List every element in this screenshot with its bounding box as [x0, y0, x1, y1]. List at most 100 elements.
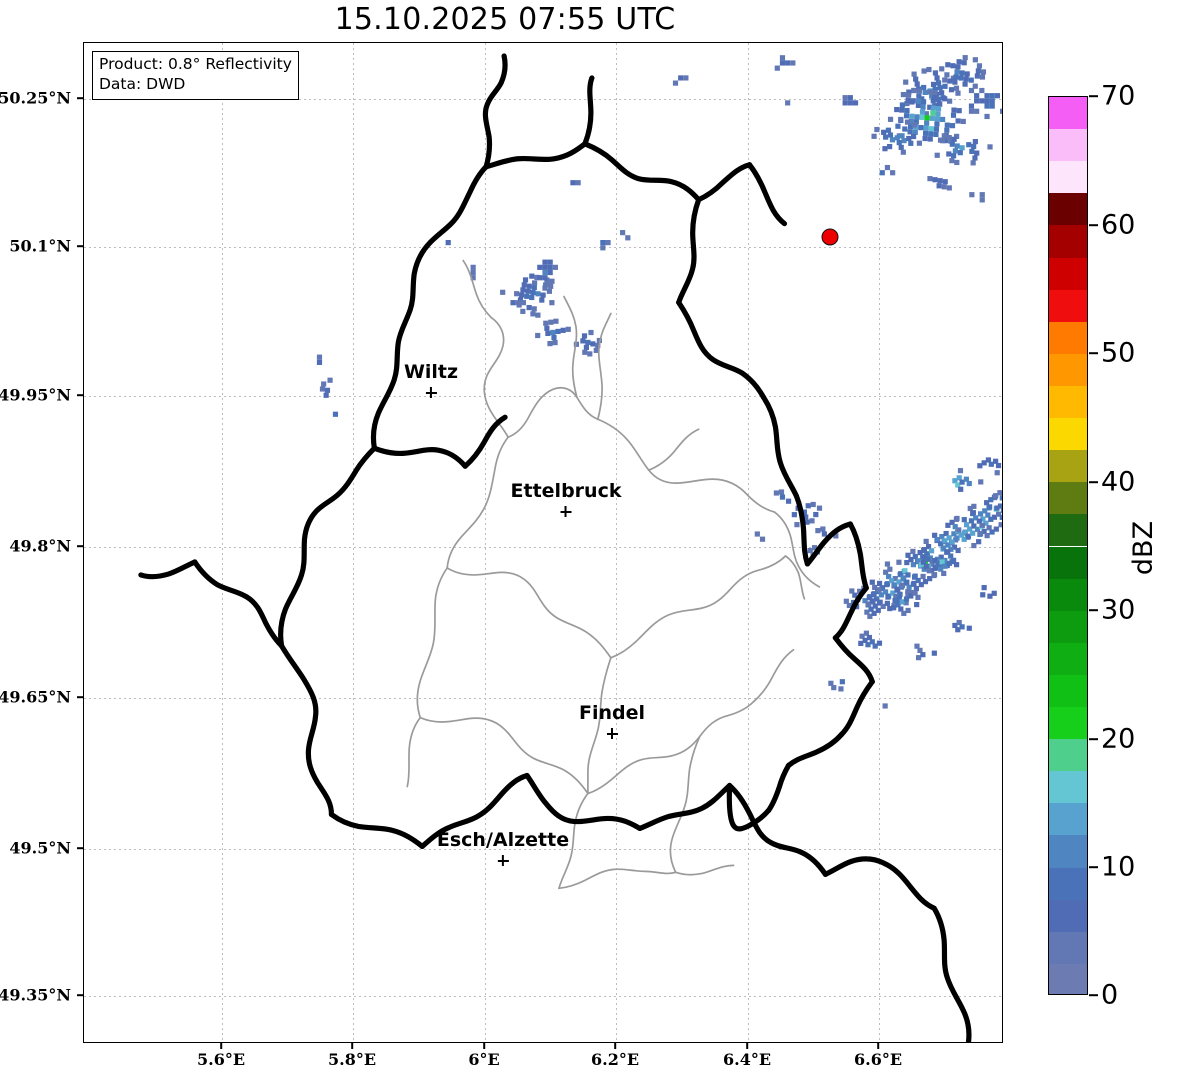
colorbar-band [1049, 546, 1087, 579]
city-cross-marker-icon [497, 855, 509, 866]
colorbar-band [1049, 899, 1087, 932]
data-source-line: Data: DWD [99, 74, 186, 93]
gridline-latitude [84, 547, 1002, 548]
x-axis-tick-label: 6°E [468, 1050, 500, 1069]
colorbar-tick-label: 0 [1101, 979, 1119, 1011]
city-cross-marker-icon [425, 387, 437, 398]
colorbar-tick-mark [1089, 866, 1098, 868]
colorbar-tick-mark [1089, 994, 1098, 996]
colorbar-tick-mark [1089, 95, 1098, 97]
colorbar-tick-label: 20 [1101, 723, 1136, 755]
colorbar-tick-mark [1089, 738, 1098, 740]
x-axis-tick-label: 5.6°E [196, 1050, 246, 1069]
colorbar-band [1049, 835, 1087, 868]
city-label-findel: Findel [579, 704, 645, 739]
radar-site-marker[interactable] [821, 228, 839, 246]
colorbar-tick-mark [1089, 352, 1098, 354]
colorbar[interactable] [1048, 96, 1088, 995]
x-tick-mark [614, 1043, 616, 1049]
colorbar-band [1049, 418, 1087, 451]
colorbar-tick-mark [1089, 224, 1098, 226]
y-axis-tick-label: 49.35°N [0, 985, 71, 1005]
colorbar-tick-label: 10 [1101, 851, 1136, 883]
colorbar-band [1049, 707, 1087, 740]
y-axis-tick-label: 49.65°N [0, 687, 71, 707]
colorbar-band [1049, 642, 1087, 675]
city-name-text: Findel [578, 702, 646, 724]
colorbar-band [1049, 353, 1087, 386]
gridline-longitude [748, 43, 749, 1042]
city-label-wiltz: Wiltz [404, 363, 458, 398]
page-title: 15.10.2025 07:55 UTC [334, 2, 676, 37]
x-axis-tick-label: 6.6°E [853, 1050, 903, 1069]
city-name-text: Wiltz [403, 361, 459, 383]
colorbar-tick-label: 60 [1101, 209, 1136, 241]
colorbar-band [1049, 482, 1087, 515]
gridline-latitude [84, 698, 1002, 699]
colorbar-band [1049, 578, 1087, 611]
y-axis-tick-label: 49.5°N [9, 838, 71, 858]
x-tick-mark [351, 1043, 353, 1049]
colorbar-band [1049, 257, 1087, 290]
colorbar-band [1049, 514, 1087, 547]
x-axis-tick-label: 6.4°E [722, 1050, 772, 1069]
radar-echo-pixels [316, 55, 1002, 709]
national-border-line [138, 53, 972, 1042]
colorbar-band [1049, 225, 1087, 258]
colorbar-tick-mark [1089, 481, 1098, 483]
gridline-longitude [616, 43, 617, 1042]
gridline-longitude [879, 43, 880, 1042]
city-name-text: Esch/Alzette [436, 829, 570, 851]
colorbar-tick-label: 70 [1101, 80, 1136, 112]
gridline-longitude [353, 43, 354, 1042]
colorbar-band [1049, 610, 1087, 643]
product-info-box: Product: 0.8° Reflectivity Data: DWD [92, 51, 299, 100]
product-line: Product: 0.8° Reflectivity [99, 55, 292, 73]
y-axis-tick-label: 49.95°N [0, 385, 71, 405]
colorbar-unit-label: dBZ [1128, 520, 1159, 576]
gridline-longitude [485, 43, 486, 1042]
colorbar-tick-label: 50 [1101, 337, 1136, 369]
colorbar-band [1049, 193, 1087, 226]
city-cross-marker-icon [606, 728, 618, 739]
colorbar-band [1049, 963, 1087, 994]
canton-border-lines [406, 259, 821, 890]
gridline-latitude [84, 99, 1002, 100]
gridline-latitude [84, 849, 1002, 850]
colorbar-band [1049, 289, 1087, 322]
colorbar-band [1049, 321, 1087, 354]
colorbar-tick-label: 40 [1101, 466, 1136, 498]
y-axis-tick-label: 50.25°N [0, 88, 71, 108]
gridline-latitude [84, 247, 1002, 248]
gridline-longitude [222, 43, 223, 1042]
y-axis-tick-label: 50.1°N [9, 236, 71, 256]
colorbar-tick-mark [1089, 609, 1098, 611]
map-plot-area[interactable]: Wiltz Ettelbruck Findel Esch/Alzette Produc… [83, 42, 1003, 1043]
x-axis-tick-label: 5.8°E [327, 1050, 377, 1069]
city-cross-marker-icon [560, 506, 572, 517]
colorbar-tick-label: 30 [1101, 594, 1136, 626]
colorbar-band [1049, 867, 1087, 900]
colorbar-band [1049, 803, 1087, 836]
colorbar-band [1049, 739, 1087, 772]
radar-echo-layer [84, 43, 1002, 1042]
x-tick-mark [483, 1043, 485, 1049]
colorbar-band [1049, 129, 1087, 162]
colorbar-band [1049, 97, 1087, 130]
x-axis-tick-label: 6.2°E [590, 1050, 640, 1069]
city-label-ettelbruck: Ettelbruck [511, 482, 621, 517]
y-axis-tick-label: 49.8°N [9, 536, 71, 556]
colorbar-band [1049, 771, 1087, 804]
x-tick-mark [877, 1043, 879, 1049]
x-tick-mark [220, 1043, 222, 1049]
map-canvas: Wiltz Ettelbruck Findel Esch/Alzette Produc… [84, 43, 1002, 1042]
map-geography [138, 53, 972, 1042]
city-label-esch-alzette: Esch/Alzette [437, 831, 569, 866]
gridline-latitude [84, 996, 1002, 997]
colorbar-band [1049, 931, 1087, 964]
colorbar-band [1049, 385, 1087, 419]
x-tick-mark [746, 1043, 748, 1049]
colorbar-band [1049, 161, 1087, 194]
colorbar-band [1049, 674, 1087, 708]
